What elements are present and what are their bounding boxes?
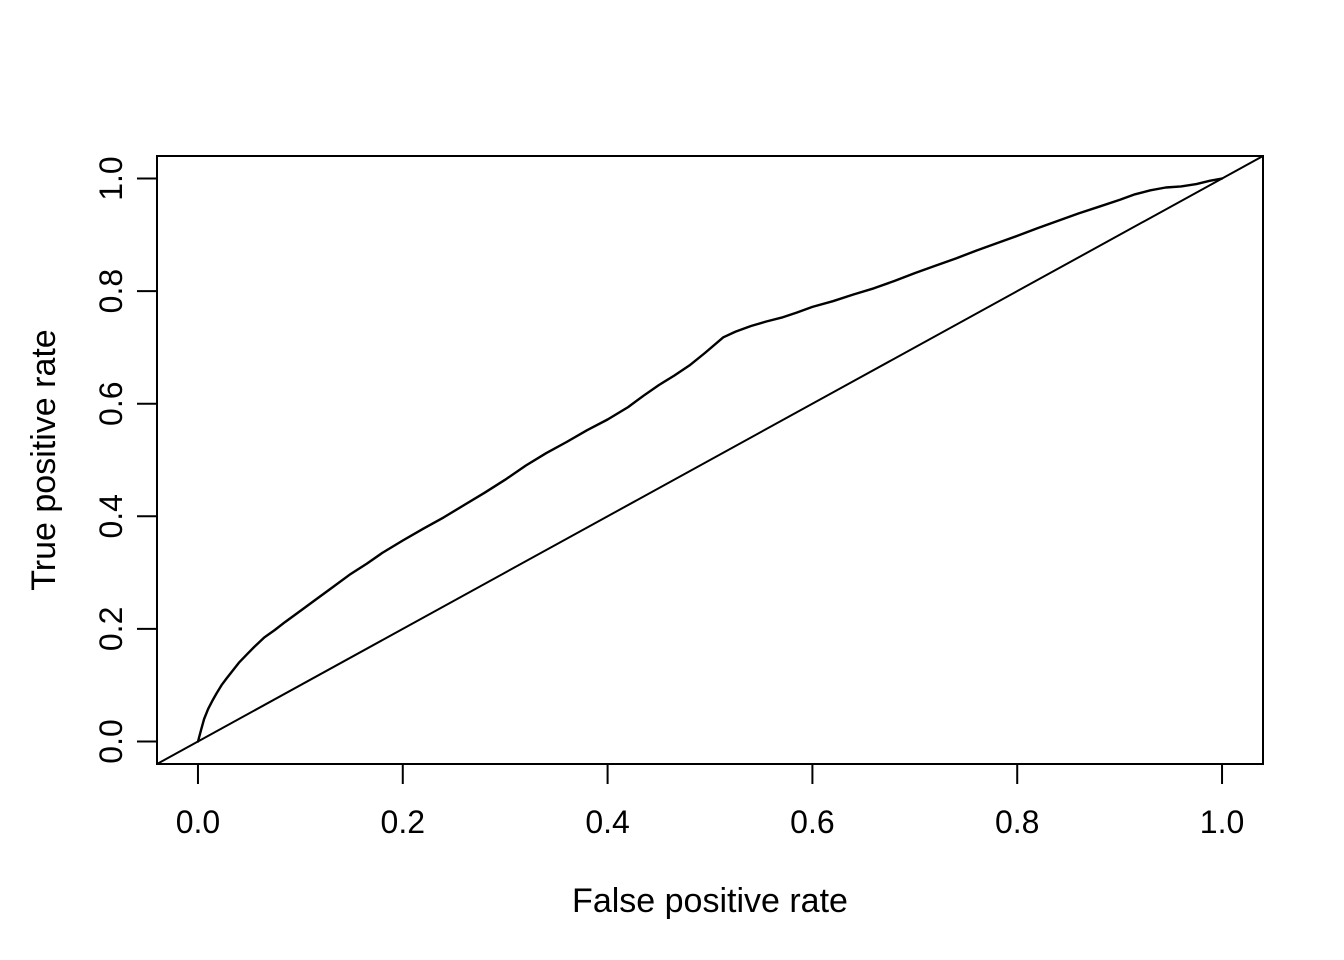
chance-diagonal-line: [156, 155, 1264, 765]
y-tick-label: 0.2: [93, 607, 129, 651]
y-axis-title: True positive rate: [25, 329, 63, 590]
x-axis-title: False positive rate: [572, 882, 848, 920]
y-tick-label: 0.4: [93, 494, 129, 538]
y-tick-label: 0.6: [93, 381, 129, 425]
series-layer: [156, 155, 1264, 765]
x-axis-ticks: 0.0 0.2 0.4 0.6 0.8 1.0: [176, 764, 1244, 840]
x-tick-label: 0.2: [381, 804, 425, 840]
y-axis-ticks: 0.0 0.2 0.4 0.6 0.8 1.0: [93, 156, 157, 764]
x-tick-label: 1.0: [1200, 804, 1244, 840]
x-tick-label: 0.6: [790, 804, 834, 840]
x-tick-label: 0.0: [176, 804, 220, 840]
y-tick-label: 0.0: [93, 719, 129, 763]
y-tick-label: 1.0: [93, 156, 129, 200]
y-tick-label: 0.8: [93, 269, 129, 313]
x-tick-label: 0.8: [995, 804, 1039, 840]
x-tick-label: 0.4: [585, 804, 629, 840]
plot-border: [156, 155, 1264, 765]
roc-curve: [196, 177, 1224, 743]
